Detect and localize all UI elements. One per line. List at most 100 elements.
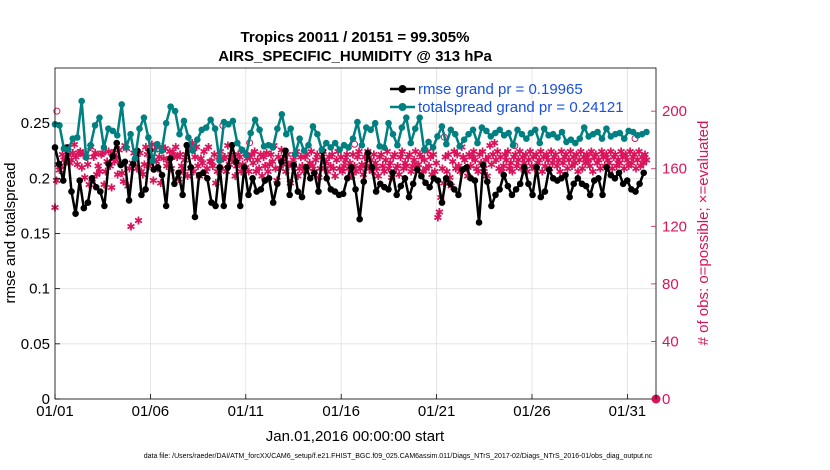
series-point-rmse [413,166,421,173]
series-point-totalspread [554,134,561,141]
series-point-totalspread [371,119,379,127]
series-point-rmse [574,175,582,182]
series-point-rmse [463,164,470,171]
obs-evaluated-mark: ✱ [326,160,335,173]
obs-evaluated-mark: ✱ [509,151,518,164]
series-point-rmse [55,160,63,168]
obs-evaluated-mark: ✱ [55,164,64,177]
series-point-rmse [84,199,92,206]
obs-evaluated-mark: ✱ [544,154,553,167]
obs-evaluated-mark: ✱ [252,166,261,179]
obs-evaluated-mark: ✱ [402,160,411,173]
obs-evaluated-mark: ✱ [418,166,427,179]
obs-evaluated-mark: ✱ [199,145,208,158]
series-point-totalspread [194,136,201,144]
obs-evaluated-mark: ✱ [602,148,611,161]
obs-evaluated-mark: ✱ [620,163,629,176]
obs-evaluated-mark: ✱ [141,141,150,154]
series-point-totalspread [558,128,566,136]
series-point-totalspread [594,128,601,136]
series-point-totalspread [389,130,397,138]
series-point-totalspread [349,135,357,142]
obs-evaluated-mark: ✱ [631,163,640,176]
obs-evaluated-mark: ✱ [514,154,523,167]
obs-evaluated-mark: ✱ [521,148,530,161]
obs-evaluated-mark: ✱ [360,151,369,164]
obs-evaluated-mark: ✱ [173,151,182,164]
obs-evaluated-mark: ✱ [329,163,338,176]
series-point-totalspread [620,135,628,142]
obs-evaluated-mark: ✱ [614,154,623,167]
y-left-tick-label: 0.15 [21,226,50,243]
series-point-rmse [586,191,594,199]
obs-evaluated-mark: ✱ [311,154,320,167]
series-point-rmse [269,199,277,206]
obs-evaluated-mark: ✱ [253,154,262,167]
series-point-rmse [401,175,409,182]
obs-evaluated-mark: ✱ [606,145,615,158]
series-point-totalspread [87,141,94,149]
obs-evaluated-mark: ✱ [262,147,271,160]
series-point-rmse [418,172,425,180]
series-point-rmse [426,183,433,191]
series-point-rmse [311,169,318,177]
series-point-totalspread [82,154,90,161]
series-point-totalspread [425,138,432,146]
series-point-totalspread [56,122,63,129]
obs-evaluated-mark: ✱ [187,137,196,150]
obs-evaluated-mark: ✱ [460,154,469,167]
obs-evaluated-mark: ✱ [119,176,128,189]
series-point-totalspread [420,146,428,153]
obs-evaluated-mark: ✱ [599,151,608,164]
obs-evaluated-mark: ✱ [204,141,213,154]
series-point-rmse [265,175,273,182]
obs-evaluated-mark: ✱ [569,151,578,164]
series-point-rmse [162,202,170,210]
obs-evaluated-mark: ✱ [539,151,548,164]
series-point-rmse [232,158,240,166]
series-point-totalspread [331,139,339,147]
obs-evaluated-mark: ✱ [605,157,614,170]
series-point-rmse [397,182,405,190]
obs-evaluated-mark: ✱ [170,150,179,163]
series-point-totalspread [73,134,81,141]
obs-evaluated-mark: ✱ [101,166,110,179]
obs-evaluated-mark: ✱ [400,157,409,170]
obs-evaluated-mark: ✱ [475,148,484,161]
series-point-totalspread [202,124,210,131]
series-point-totalspread [616,129,624,137]
series-point-totalspread [149,157,157,164]
series-point-rmse [92,183,100,191]
obs-evaluated-mark: ✱ [231,170,240,183]
series-point-rmse [455,191,462,199]
obs-evaluated-mark: ✱ [348,148,357,161]
obs-evaluated-mark: ✱ [152,156,161,169]
series-point-rmse [72,210,79,217]
obs-evaluated-mark: ✱ [347,170,356,183]
series-point-totalspread [251,116,259,124]
series-point-totalspread [109,127,117,135]
obs-evaluated-mark: ✱ [295,163,304,176]
series-point-rmse [582,182,590,190]
series-point-totalspread [91,122,99,129]
series-point-rmse [216,164,223,171]
series-point-rmse [220,202,228,210]
obs-evaluated-mark: ✱ [74,147,83,160]
obs-evaluated-mark: ✱ [256,148,265,161]
series-point-totalspread [367,126,375,134]
series-point-totalspread [434,133,441,140]
obs-evaluated-mark: ✱ [313,148,322,161]
obs-evaluated-mark: ✱ [192,141,201,154]
series-point-rmse [105,160,112,168]
series-point-rmse [512,186,520,193]
obs-evaluated-mark: ✱ [494,163,503,176]
obs-evaluated-mark: ✱ [628,151,637,164]
obs-evaluated-mark: ✱ [271,163,280,176]
obs-evaluated-mark: ✱ [220,151,229,164]
obs-possible-mark [587,153,595,161]
series-point-rmse [623,177,631,184]
obs-evaluated-mark: ✱ [529,151,538,164]
obs-evaluated-mark: ✱ [444,148,453,161]
obs-evaluated-mark: ✱ [608,163,617,176]
